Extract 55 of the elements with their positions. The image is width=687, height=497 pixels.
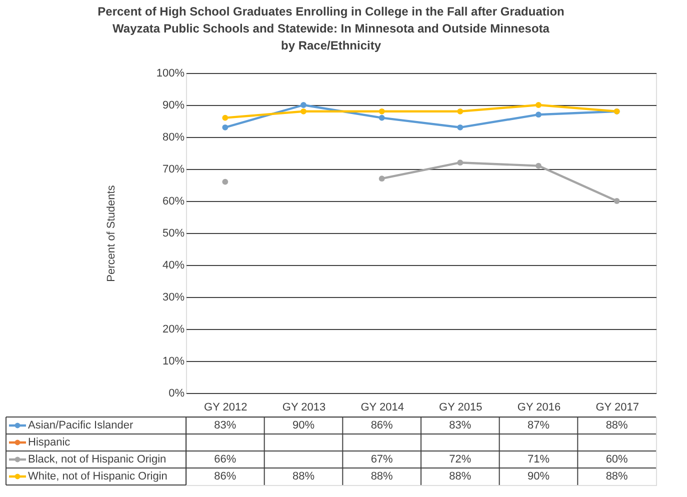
y-tick-label: 10% — [162, 356, 185, 368]
data-label: 88% — [292, 470, 315, 482]
data-label: 86% — [370, 420, 394, 432]
data-label: 72% — [449, 454, 472, 466]
point — [222, 178, 228, 185]
data-label: 83% — [214, 420, 236, 432]
point — [378, 108, 385, 114]
x-tick-label: GY 2015 — [439, 402, 482, 414]
y-tick-label: 90% — [162, 100, 185, 112]
y-tick-label: 0% — [168, 388, 185, 400]
point — [378, 114, 385, 121]
point — [536, 102, 542, 108]
x-tick-label: GY 2017 — [596, 402, 639, 414]
point — [300, 102, 306, 108]
data-label: 87% — [527, 420, 550, 432]
point — [614, 198, 620, 204]
legend-label: Asian/Pacific Islander — [28, 420, 134, 432]
y-tick-label: 20% — [162, 324, 185, 336]
x-tick-label: GY 2013 — [282, 402, 326, 414]
point — [222, 114, 228, 121]
point — [378, 176, 385, 182]
data-label: 88% — [606, 470, 628, 482]
legend-label: Hispanic — [28, 436, 71, 448]
data-label: 88% — [449, 470, 472, 482]
x-tick-label: GY 2014 — [360, 402, 404, 414]
point — [222, 124, 228, 130]
data-label: 90% — [292, 420, 315, 432]
y-tick-label: 50% — [162, 228, 185, 240]
y-tick-label: 100% — [156, 68, 185, 80]
legend-label: White, not of Hispanic Origin — [28, 470, 168, 482]
chart-title: Percent of High School Graduates Enrolling in College in the Fall after Graduation Wayzata Public Schools and Statewide: In Minnesota and Outside Minnesota by Race/Ethnicity — [98, 4, 564, 52]
y-tick-label: 40% — [162, 260, 185, 272]
x-tick-label: GY 2012 — [204, 402, 248, 414]
data-label: 83% — [449, 420, 472, 432]
point — [457, 124, 464, 130]
data-label: 88% — [370, 470, 394, 482]
y-axis-title: Percent of Students — [105, 184, 118, 282]
legend-label: Black, not of Hispanic Origin — [28, 454, 166, 466]
data-label: 90% — [527, 470, 550, 482]
data-label: 67% — [370, 454, 394, 466]
data-label: 66% — [214, 454, 236, 466]
point — [300, 108, 306, 114]
point — [536, 162, 542, 169]
point — [457, 108, 464, 114]
point — [457, 160, 464, 166]
point — [536, 112, 542, 118]
x-tick-label: GY 2016 — [517, 402, 561, 414]
data-label: 88% — [606, 420, 628, 432]
data-label: 86% — [214, 470, 236, 482]
y-tick-label: 60% — [162, 196, 185, 208]
y-tick-label: 30% — [162, 292, 185, 304]
data-label: 60% — [606, 454, 628, 466]
y-tick-label: 70% — [162, 164, 185, 176]
data-label: 71% — [527, 454, 550, 466]
y-tick-label: 80% — [162, 132, 185, 144]
